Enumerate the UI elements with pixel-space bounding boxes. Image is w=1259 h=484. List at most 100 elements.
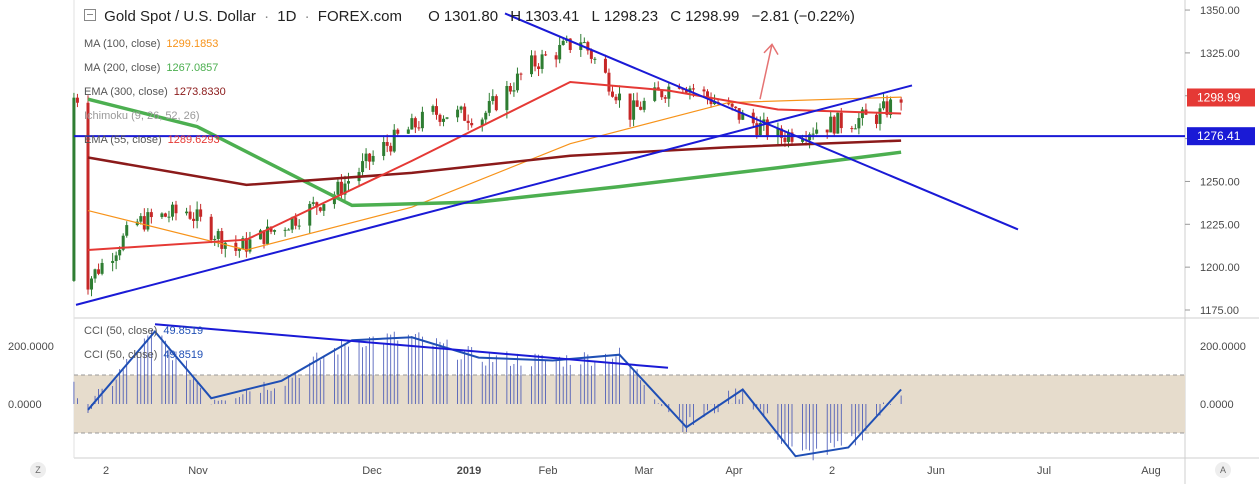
- candle-body: [93, 269, 97, 279]
- candle-body: [558, 44, 562, 60]
- level-price-label: 1276.41: [1197, 129, 1241, 143]
- candle-body: [339, 181, 343, 195]
- ohlc-close: C 1298.99: [670, 8, 740, 25]
- candle-body: [163, 213, 167, 217]
- candle-body: [832, 116, 836, 134]
- ohlc-low: L 1298.23: [591, 8, 659, 25]
- legend-cci-2[interactable]: CCI (50, close) 49.8519: [84, 349, 204, 361]
- ascending-trendline: [75, 84, 913, 306]
- candle-body: [530, 55, 534, 75]
- candle-body: [660, 90, 664, 98]
- candle-body: [308, 203, 312, 226]
- candle-body: [706, 91, 710, 98]
- candle-body: [382, 142, 386, 156]
- ema55-line: [87, 80, 902, 251]
- candle-body: [758, 122, 762, 136]
- candle-body: [882, 101, 886, 109]
- candle-body: [283, 229, 287, 231]
- last-price-tag: [1187, 88, 1255, 107]
- candle-body: [537, 66, 541, 69]
- auto-scale-icon[interactable]: A: [1215, 462, 1231, 478]
- candle-body: [343, 183, 347, 195]
- candle-body: [290, 217, 294, 230]
- legend-ema55[interactable]: EMA (55, close) 1289.6293: [84, 134, 220, 146]
- candle-body: [589, 50, 593, 59]
- candle-body: [75, 97, 79, 103]
- candle-body: [410, 118, 414, 130]
- time-axis-tick: Apr: [725, 465, 742, 477]
- candle-body: [544, 54, 548, 56]
- collapse-toggle-icon[interactable]: [84, 9, 96, 21]
- candle-body: [273, 230, 277, 232]
- legend-ma100[interactable]: MA (100, close) 1299.1853: [84, 38, 219, 50]
- candle-body: [146, 212, 150, 230]
- candle-body: [466, 120, 470, 124]
- candle-body: [142, 216, 146, 230]
- legend-ma200[interactable]: MA (200, close) 1267.0857: [84, 62, 219, 74]
- data-source: FOREX.com: [317, 8, 402, 25]
- legend-ema300[interactable]: EMA (300, close) 1273.8330: [84, 86, 226, 98]
- candle-body: [494, 96, 498, 111]
- last-price-label: 1298.99: [1197, 90, 1241, 104]
- cci-left-tick: 0.0000: [8, 399, 42, 411]
- candle-body: [445, 117, 449, 119]
- price-change: −2.81 (−0.22%): [751, 8, 855, 25]
- candle-body: [364, 153, 368, 162]
- interval: 1D: [277, 8, 297, 25]
- candle-body: [540, 54, 544, 69]
- candle-body: [287, 229, 291, 231]
- candle-body: [829, 116, 833, 133]
- candle-body: [318, 207, 322, 211]
- candle-body: [371, 155, 375, 162]
- candle-body: [216, 231, 220, 239]
- candle-body: [741, 112, 745, 120]
- candle-body: [825, 129, 829, 133]
- legend-ichimoku[interactable]: Ichimoku (9, 26, 52, 26): [84, 110, 200, 122]
- candle-body: [463, 106, 467, 121]
- candle-body: [322, 204, 326, 211]
- candle-body: [857, 118, 861, 129]
- candle-body: [100, 262, 104, 274]
- candle-body: [762, 119, 766, 123]
- candle-body: [125, 225, 129, 236]
- candle-body: [170, 204, 174, 217]
- candle-body: [628, 93, 632, 120]
- candle-body: [561, 40, 565, 45]
- candle-body: [174, 204, 178, 214]
- ohlc-high: H 1303.41: [510, 8, 580, 25]
- cci-left-tick: 200.0000: [8, 341, 54, 353]
- candle-body: [417, 127, 421, 129]
- price-axis-tick: 1225.00: [1200, 219, 1240, 231]
- symbol-name: Gold Spot / U.S. Dollar: [104, 8, 256, 25]
- candle-body: [406, 129, 410, 134]
- candle-body: [519, 73, 523, 75]
- candle-body: [801, 139, 805, 142]
- candle-body: [346, 181, 350, 184]
- candle-body: [160, 213, 164, 218]
- candle-body: [368, 153, 372, 162]
- price-axis-tick: 1200.00: [1200, 262, 1240, 274]
- candle-body: [199, 209, 203, 217]
- candle-body: [459, 106, 463, 110]
- candle-body: [237, 248, 241, 251]
- candle-body: [702, 89, 706, 92]
- ma200-line: [87, 97, 902, 208]
- candle-body: [836, 112, 840, 134]
- candle-body: [470, 123, 474, 126]
- candle-body: [786, 132, 790, 142]
- zoom-icon[interactable]: Z: [30, 462, 46, 478]
- cci-band: [74, 375, 1185, 433]
- candle-body: [614, 96, 618, 101]
- candle-body: [188, 211, 192, 219]
- legend-cci-1[interactable]: CCI (50, close) 49.8519: [84, 325, 204, 337]
- candle-body: [667, 86, 671, 99]
- time-axis-tick: Feb: [539, 465, 558, 477]
- candle-body: [874, 114, 878, 124]
- candle-body: [420, 111, 424, 129]
- candle-body: [603, 58, 607, 73]
- candle-body: [269, 226, 273, 232]
- candle-body: [491, 96, 495, 102]
- candle-body: [734, 106, 738, 109]
- candle-body: [389, 145, 393, 152]
